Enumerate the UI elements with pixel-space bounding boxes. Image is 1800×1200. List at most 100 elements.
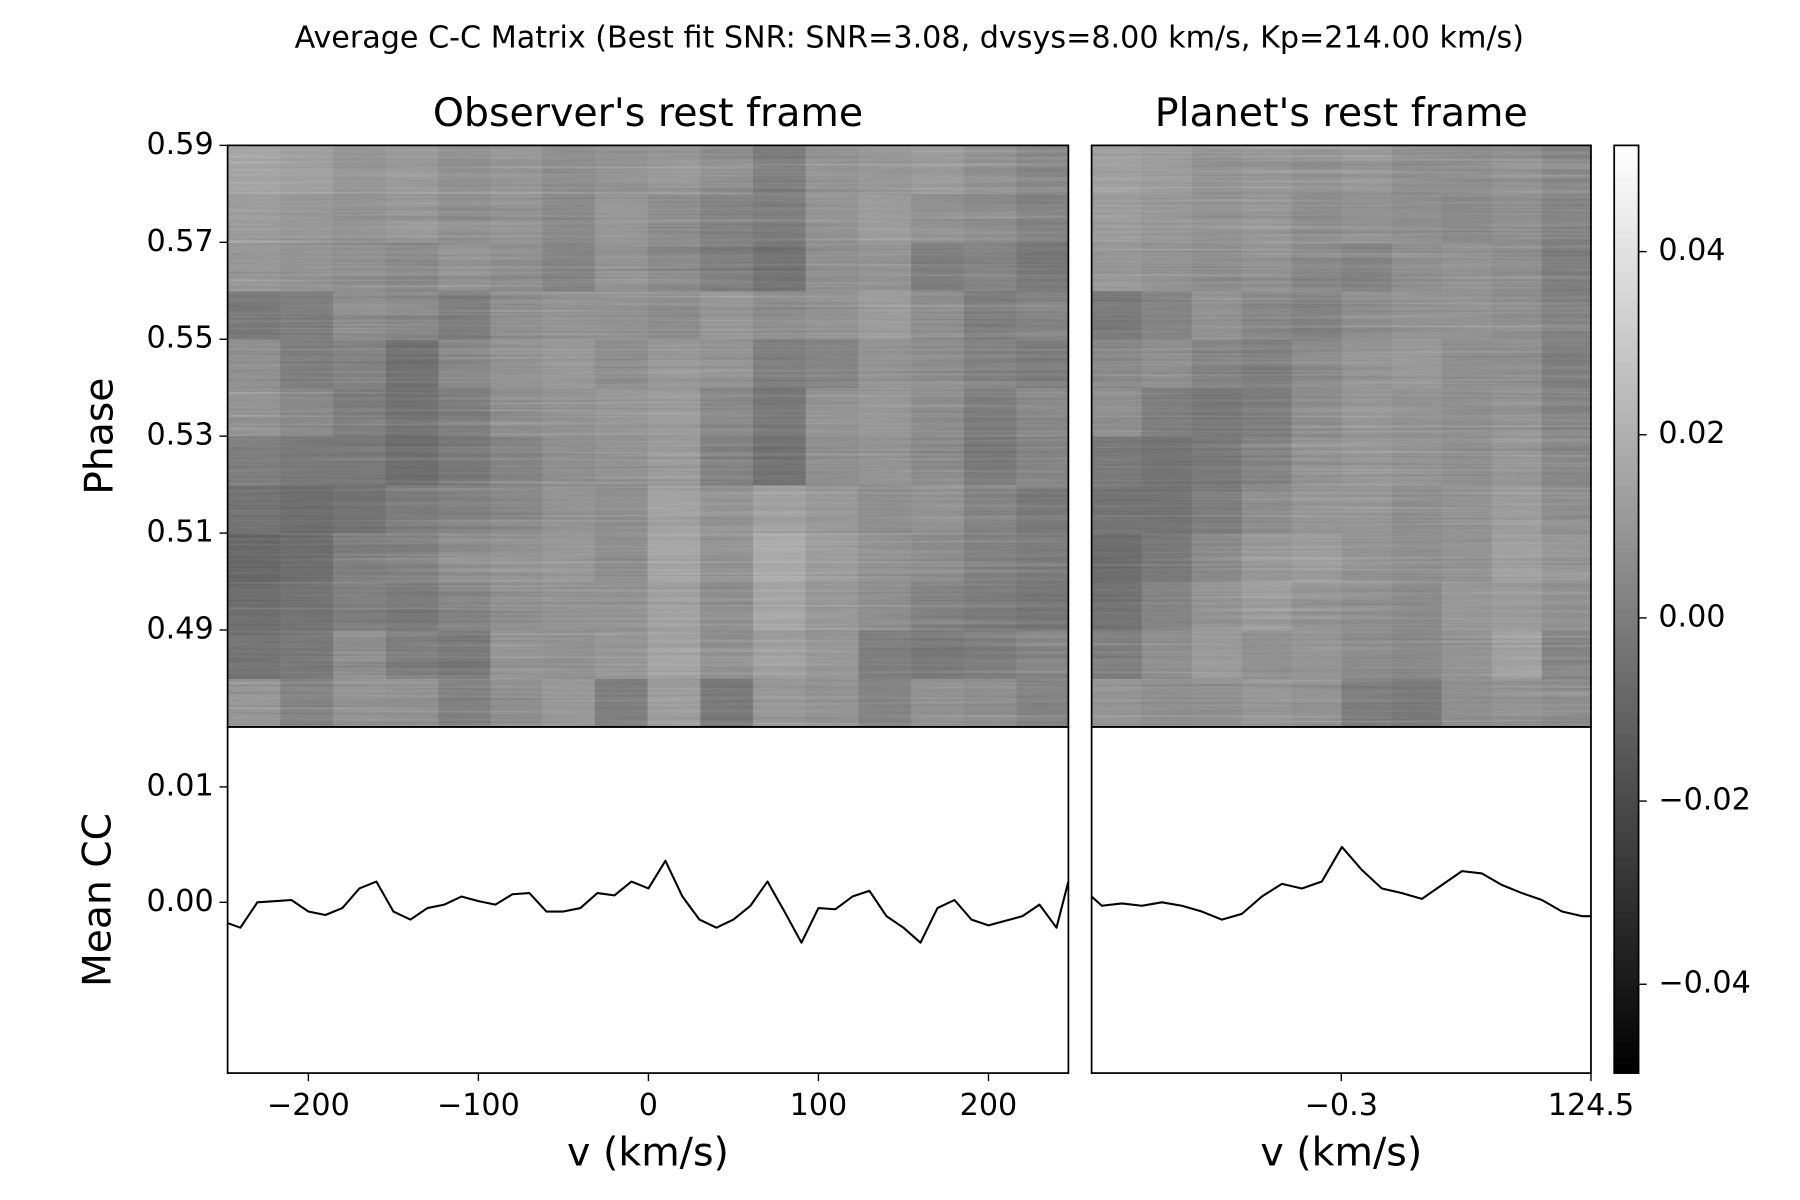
x-tick-label: 0 [639,1088,658,1123]
colorbar-strip [1614,214,1639,224]
colorbar-strip [1614,910,1639,920]
colorbar-strip [1614,616,1639,626]
y-tick-label: 0.53 [146,418,213,453]
colorbar-strip [1614,717,1639,726]
colorbar-tick-label: 0.04 [1658,233,1725,268]
colorbar-strip [1614,601,1639,610]
y-tick-label: 0.01 [146,768,213,803]
x-axis-label: v (km/s) [567,1130,729,1176]
colorbar-strip [1614,887,1639,896]
colorbar-strip [1614,663,1639,672]
colorbar-strip [1614,415,1639,425]
colorbar-strip [1614,980,1639,989]
colorbar-strip [1614,400,1639,409]
colorbar-strip [1614,964,1639,974]
colorbar-strip [1614,477,1639,487]
colorbar-strip [1614,222,1639,231]
colorbar-strip [1614,354,1639,363]
x-tick-label: −100 [437,1088,520,1123]
colorbar-strip [1614,361,1639,371]
colorbar-strip [1614,1042,1639,1051]
colorbar-strip [1614,377,1639,386]
x-tick-label: 124.5 [1548,1088,1634,1123]
colorbar-tick-label: −0.02 [1658,783,1750,818]
colorbar-tick-label: −0.04 [1658,966,1750,1001]
colorbar-strip [1614,802,1639,811]
colorbar-strip [1614,748,1639,757]
x-axis-label: v (km/s) [1260,1130,1422,1176]
colorbar-strip [1614,516,1639,525]
colorbar-strip [1614,470,1639,479]
colorbar-strip [1614,903,1639,912]
colorbar-strip [1614,153,1639,162]
panel-title: Observer's rest frame [433,90,863,136]
colorbar-strip [1614,292,1639,301]
colorbar-strip [1614,439,1639,448]
colorbar-tick-label: 0.02 [1658,416,1725,451]
colorbar-strip [1614,864,1639,873]
colorbar-strip [1614,562,1639,572]
y-tick-label: 0.57 [146,224,213,259]
colorbar-strip [1614,524,1639,533]
colorbar-strip [1614,1049,1639,1059]
heatmap-texture [227,145,1069,727]
colorbar-strip [1614,671,1639,680]
colorbar-strip [1614,238,1639,247]
colorbar-strip [1614,1011,1639,1020]
colorbar-strip [1614,1057,1639,1066]
colorbar-strip [1614,787,1639,796]
colorbar-strip [1614,926,1639,935]
y-axis-label: Phase [77,378,123,495]
colorbar-strip [1614,485,1639,494]
colorbar-strip [1614,655,1639,664]
colorbar-strip [1614,261,1639,270]
figure-title: Average C-C Matrix (Best fit SNR: SNR=3.… [295,21,1524,56]
colorbar-strip [1614,230,1639,239]
colorbar-strip [1614,276,1639,286]
mean-cc-line [227,859,1070,944]
y-tick-label: 0.00 [146,884,213,919]
colorbar-strip [1614,570,1639,579]
colorbar-strip [1614,323,1639,332]
colorbar-strip [1614,732,1639,742]
colorbar-strip [1614,771,1639,780]
colorbar-strip [1614,1026,1639,1035]
mean-cc-line [1090,845,1591,921]
colorbar-strip [1614,933,1639,943]
colorbar-strip [1614,647,1639,657]
colorbar-strip [1614,408,1639,417]
colorbar-strip [1614,199,1639,208]
colorbar-frame [1613,144,1640,1074]
colorbar-strip [1614,346,1639,355]
x-tick-label: 200 [960,1088,1018,1123]
colorbar-strip [1614,841,1639,850]
colorbar-strip [1614,392,1639,402]
colorbar-strip [1614,872,1639,881]
colorbar-strip [1614,539,1639,548]
colorbar-strip [1614,817,1639,827]
colorbar-strip [1614,709,1639,719]
colorbar-strip [1614,972,1639,981]
colorbar-strip [1614,253,1639,262]
colorbar-strip [1614,833,1639,842]
colorbar-strip [1614,756,1639,765]
colorbar-strip [1614,176,1639,185]
colorbar-strip [1614,454,1639,463]
colorbar-strip [1614,508,1639,518]
colorbar-strip [1614,702,1639,711]
y-axis-label: Mean CC [74,813,120,987]
colorbar-strip [1614,369,1639,378]
x-tick-label: −200 [267,1088,350,1123]
panel-frame [1090,726,1592,1074]
colorbar-strip [1614,949,1639,958]
colorbar-strip [1614,269,1639,278]
colorbar-strip [1614,207,1639,216]
colorbar-strip [1614,555,1639,564]
colorbar-strip [1614,632,1639,641]
panel-frame [226,726,1070,1074]
colorbar-strip [1614,609,1639,618]
colorbar-strip [1614,810,1639,819]
x-tick-label: 100 [790,1088,848,1123]
y-tick-label: 0.55 [146,321,213,356]
colorbar-strip [1614,191,1639,201]
